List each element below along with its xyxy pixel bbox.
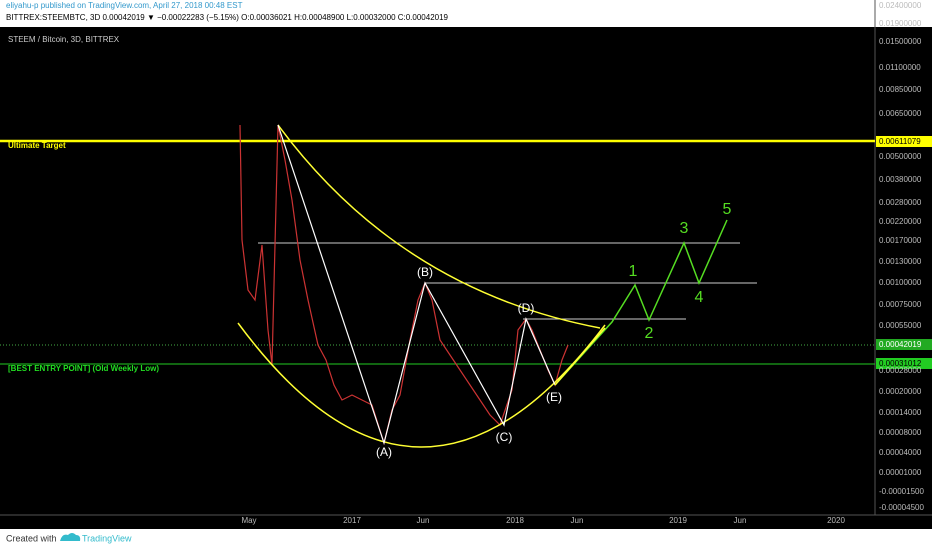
price-tag-text: 0.00031012	[879, 359, 922, 368]
author-line: eliyahu-p published on TradingView.com, …	[6, 1, 243, 10]
wave-label: 4	[695, 289, 704, 306]
y-axis-label: 0.00100000	[879, 278, 922, 287]
y-axis-label: 0.01500000	[879, 37, 922, 46]
tradingview-logo	[60, 533, 81, 541]
y-axis-label: -0.00004500	[879, 503, 924, 512]
y-axis-label: 0.00850000	[879, 85, 922, 94]
y-axis-label: 0.00650000	[879, 109, 922, 118]
price-path	[239, 124, 569, 446]
wave-label: 3	[680, 220, 689, 237]
price-tag-text: 0.00611079	[879, 137, 921, 146]
y-axis-label: 0.00004000	[879, 448, 922, 457]
footer-brand: TradingView	[82, 533, 132, 543]
y-axis-label: 0.02400000	[879, 1, 922, 10]
y-axis-label: 0.00008000	[879, 428, 922, 437]
wave-label: 1	[629, 263, 638, 280]
x-axis-label: 2017	[343, 516, 361, 525]
x-axis-label: Jun	[571, 516, 584, 525]
x-axis-label: May	[241, 516, 256, 525]
target-annotation: Ultimate Target	[8, 141, 66, 150]
y-axis-label: 0.00055000	[879, 321, 922, 330]
chart-subtitle: STEEM / Bitcoin, 3D, BITTREX	[8, 35, 120, 44]
y-axis-label: 0.01100000	[879, 63, 921, 72]
wave-lines	[277, 124, 556, 446]
x-axis-label: 2020	[827, 516, 845, 525]
y-axis-label: 0.00014000	[879, 408, 922, 417]
price-tag	[876, 339, 932, 350]
y-axis-label: 0.00130000	[879, 257, 922, 266]
wave-label: (A)	[376, 445, 392, 459]
y-axis-label: 0.00020000	[879, 387, 922, 396]
resistance-curve	[277, 124, 601, 329]
x-axis-label: Jun	[417, 516, 430, 525]
projection-path	[554, 219, 728, 386]
wave-label: 5	[723, 201, 732, 218]
x-axis-label: 2018	[506, 516, 524, 525]
y-axis-label: 0.01900000	[879, 19, 922, 28]
y-axis-label: 0.00001000	[879, 468, 922, 477]
wave-label: (D)	[518, 301, 535, 315]
y-axis-label: -0.00001500	[879, 487, 924, 496]
price-tag-text: 0.00042019	[879, 340, 922, 349]
symbol-line: BITTREX:STEEMBTC, 3D 0.00042019 ▼ −0.000…	[6, 13, 449, 22]
price-tag	[876, 136, 932, 147]
wave-label: 2	[645, 325, 654, 342]
x-axis-label: 2019	[669, 516, 687, 525]
x-axis-label: Jun	[734, 516, 747, 525]
y-axis-label: 0.00220000	[879, 217, 922, 226]
y-axis-label: 0.00028000	[879, 366, 922, 375]
y-axis-label: 0.00170000	[879, 236, 922, 245]
y-axis-label: 0.00380000	[879, 175, 922, 184]
footer-text: Created with	[6, 533, 57, 543]
wave-label: (B)	[417, 265, 433, 279]
entry-annotation: [BEST ENTRY POINT] (Old Weekly Low)	[8, 364, 159, 373]
y-axis-label: 0.00075000	[879, 300, 922, 309]
wave-label: (E)	[546, 390, 562, 404]
chart-area	[0, 27, 932, 529]
y-axis-label: 0.00500000	[879, 152, 922, 161]
support-line	[554, 327, 606, 386]
price-tag	[876, 358, 932, 369]
y-axis-label: 0.00280000	[879, 198, 922, 207]
wave-label: (C)	[496, 430, 513, 444]
